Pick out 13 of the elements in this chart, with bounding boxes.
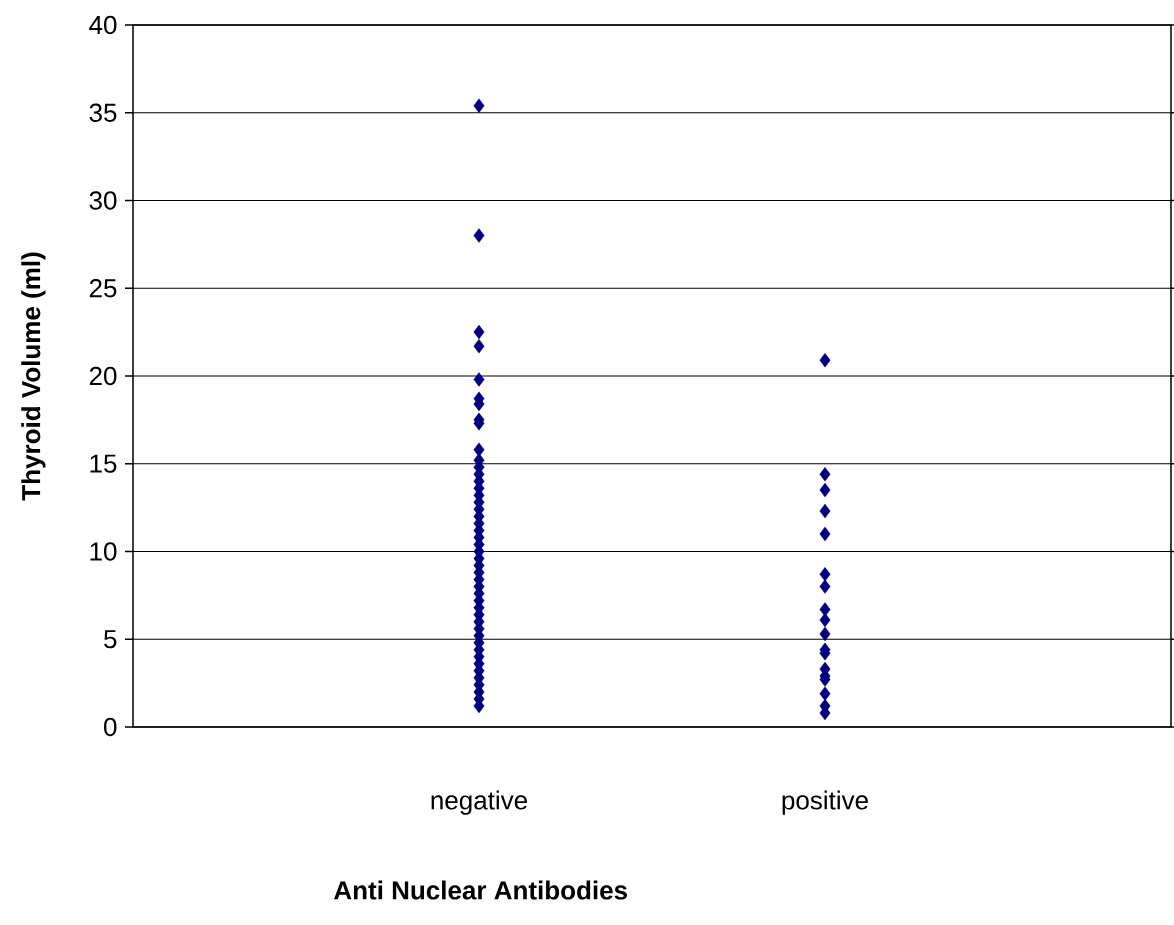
y-tick-label: 5	[104, 630, 117, 649]
y-tick-label: 10	[90, 542, 117, 561]
y-tick-label: 0	[104, 717, 117, 737]
x-axis-title: Anti Nuclear Antibodies	[334, 880, 628, 900]
y-tick-label: 15	[90, 454, 117, 473]
y-tick-label: 35	[89, 103, 117, 122]
x-tick-label: negative	[431, 790, 527, 815]
y-axis-title: Thyroid Volume (ml)	[21, 252, 46, 501]
y-tick-label: 25	[89, 279, 117, 298]
x-tick-label: positive	[782, 790, 868, 815]
y-tick-label: 40	[89, 15, 117, 35]
y-tick-label: 30	[89, 191, 117, 210]
y-tick-label: 20	[89, 366, 117, 386]
